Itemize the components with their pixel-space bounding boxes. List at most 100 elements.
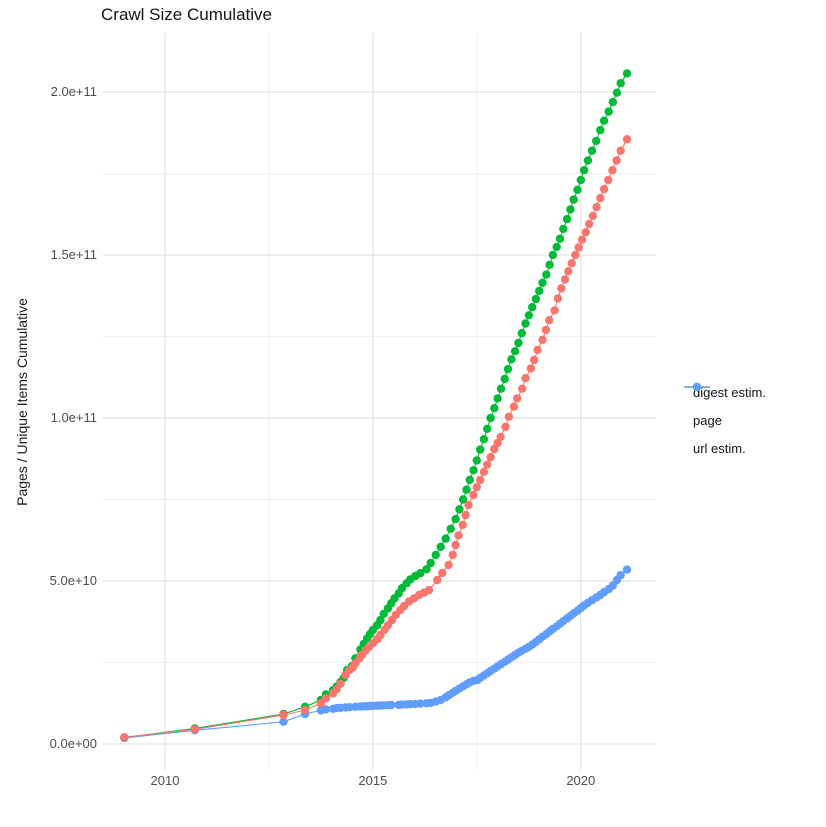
data-point-page: [493, 394, 502, 403]
data-point-digest-estim-: [469, 490, 478, 500]
data-point-digest-estim-: [577, 235, 587, 244]
data-point-url-estim-: [416, 699, 425, 708]
data-point-page: [559, 224, 568, 234]
y-tick-label: 1.0e+11: [50, 410, 97, 425]
data-point-digest-estim-: [513, 394, 522, 403]
data-point-digest-estim-: [545, 316, 554, 325]
data-point-page: [462, 485, 471, 494]
data-point-page: [514, 338, 523, 348]
data-point-digest-estim-: [550, 306, 559, 315]
data-point-page: [599, 116, 609, 125]
data-point-digest-estim-: [444, 560, 453, 570]
data-point-page: [555, 234, 565, 243]
data-point-digest-estim-: [424, 585, 434, 595]
data-point-digest-estim-: [451, 540, 460, 550]
data-point-page: [446, 524, 455, 533]
data-point-digest-estim-: [458, 520, 467, 530]
data-point-url-estim-: [279, 717, 288, 726]
data-point-digest-estim-: [433, 575, 442, 585]
data-point-digest-estim-: [541, 325, 551, 335]
data-point-url-estim-: [616, 570, 625, 580]
data-point-digest-estim-: [588, 211, 598, 221]
legend-item-page: page: [684, 382, 766, 434]
data-point-page: [566, 205, 575, 214]
data-point-digest-estim-: [581, 228, 590, 237]
data-point-digest-estim-: [521, 374, 530, 383]
data-point-digest-estim-: [612, 156, 621, 165]
data-point-page: [472, 456, 481, 465]
data-point-digest-estim-: [454, 531, 463, 540]
data-point-digest-estim-: [486, 452, 495, 462]
data-point-digest-estim-: [483, 460, 492, 469]
x-tick-label: 2010: [150, 773, 180, 788]
legend: digest estim. page url estim.: [684, 378, 766, 462]
data-point-page: [507, 355, 516, 364]
data-point-page: [548, 250, 558, 260]
data-point-page: [431, 550, 440, 560]
data-point-page: [503, 364, 513, 374]
data-point-digest-estim-: [574, 243, 583, 252]
legend-label-url-estim: url estim.: [693, 440, 746, 456]
data-point-page: [521, 319, 530, 328]
legend-label-page: page: [693, 412, 722, 428]
data-point-page: [583, 156, 593, 165]
x-tick-label: 2020: [566, 773, 596, 788]
data-point-page: [517, 329, 526, 338]
data-point-digest-estim-: [509, 402, 519, 411]
data-point-page: [479, 435, 489, 444]
data-point-digest-estim-: [622, 135, 632, 144]
series-line-url-estim-: [124, 569, 628, 739]
data-point-digest-estim-: [279, 710, 288, 720]
series-line-digest-estim-: [124, 139, 628, 738]
data-point-page: [451, 514, 460, 524]
data-point-digest-estim-: [321, 694, 331, 703]
data-point-url-estim-: [321, 705, 331, 714]
data-point-page: [552, 242, 561, 252]
data-point-page: [612, 88, 622, 97]
data-point-page: [469, 466, 478, 475]
data-point-digest-estim-: [496, 432, 505, 442]
data-point-page: [538, 278, 547, 287]
data-point-page: [483, 424, 492, 433]
data-point-page: [576, 175, 585, 185]
data-point-digest-estim-: [461, 510, 470, 520]
data-point-page: [622, 69, 632, 78]
data-point-page: [500, 374, 509, 384]
data-point-digest-estim-: [476, 475, 485, 485]
legend-item-url-estim: url estim.: [684, 382, 766, 462]
data-point-digest-estim-: [526, 364, 536, 373]
data-point-digest-estim-: [571, 250, 580, 260]
data-point-page: [376, 615, 385, 625]
data-point-page: [486, 413, 495, 423]
data-point-digest-estim-: [472, 482, 481, 492]
data-point-page: [465, 475, 474, 485]
data-point-digest-estim-: [567, 259, 576, 268]
data-point-page: [531, 294, 541, 304]
data-point-url-estim-: [387, 700, 396, 710]
y-tick-label: 0.0e+00: [49, 736, 97, 751]
data-point-page: [592, 136, 601, 146]
data-point-digest-estim-: [336, 679, 345, 688]
data-point-page: [608, 97, 617, 107]
data-point-page: [510, 347, 520, 356]
data-point-digest-estim-: [564, 267, 573, 276]
data-point-url-estim-: [622, 565, 632, 574]
data-point-digest-estim-: [530, 355, 539, 365]
data-point-page: [579, 166, 589, 175]
data-point-page: [616, 79, 625, 88]
data-point-page: [422, 565, 431, 574]
data-point-digest-estim-: [300, 705, 310, 715]
y-tick-label: 5.0e+10: [49, 573, 97, 588]
data-point-page: [596, 125, 605, 135]
data-point-page: [436, 542, 445, 551]
data-point-digest-estim-: [616, 146, 625, 155]
data-point-digest-estim-: [592, 202, 601, 212]
data-point-digest-estim-: [538, 335, 547, 344]
data-point-digest-estim-: [120, 733, 129, 742]
data-point-page: [604, 107, 613, 116]
legend-label-digest-estim: digest estim.: [693, 384, 766, 400]
data-point-page: [569, 195, 578, 204]
y-tick-label: 2.0e+11: [50, 84, 97, 99]
data-point-digest-estim-: [553, 294, 563, 303]
